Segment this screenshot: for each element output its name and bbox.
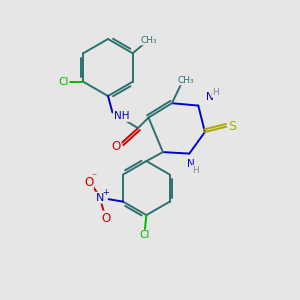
Text: N: N — [206, 92, 214, 102]
Text: ⁻: ⁻ — [91, 172, 96, 182]
Text: Cl: Cl — [58, 77, 68, 87]
Text: N: N — [96, 193, 104, 203]
Text: NH: NH — [114, 111, 129, 121]
Text: +: + — [102, 188, 109, 197]
Text: H: H — [192, 166, 199, 175]
Text: O: O — [112, 140, 121, 153]
Text: O: O — [101, 212, 110, 225]
Text: S: S — [229, 120, 236, 133]
Text: H: H — [212, 88, 219, 97]
Text: O: O — [84, 176, 93, 189]
Text: CH₃: CH₃ — [140, 35, 157, 44]
Text: N: N — [187, 159, 195, 169]
Text: CH₃: CH₃ — [177, 76, 194, 85]
Text: Cl: Cl — [140, 230, 150, 241]
